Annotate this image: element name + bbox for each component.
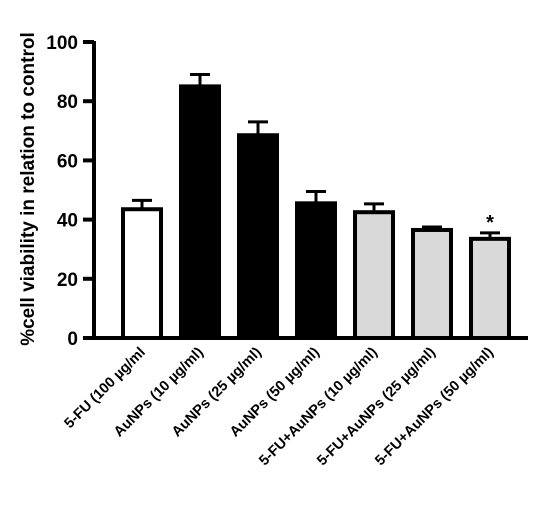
significance-marker: * <box>486 212 494 234</box>
bar <box>179 84 221 341</box>
y-tick-label: 80 <box>57 92 78 113</box>
y-tick-label: 40 <box>57 211 78 232</box>
y-tick-label: 60 <box>57 151 78 172</box>
y-tick-label: 100 <box>46 33 78 54</box>
x-tick-label: 5-FU+AuNPs (25 µg/ml) <box>314 344 439 469</box>
y-tick-label: 20 <box>57 270 78 291</box>
x-tick-label: 5-FU+AuNPs (10 µg/ml) <box>256 344 381 469</box>
bar <box>237 133 279 340</box>
x-tick-label: 5-FU+AuNPs (50 µg/ml) <box>372 344 497 469</box>
y-axis: 0 20 40 60 80 100 <box>46 33 528 350</box>
bar <box>469 236 511 340</box>
y-axis-title: %cell viability in relation to control <box>18 32 39 346</box>
y-tick-label: 0 <box>67 329 78 350</box>
bar <box>121 207 163 340</box>
bar <box>353 210 395 340</box>
bar <box>411 227 453 341</box>
bars: * <box>121 73 511 341</box>
bar <box>295 201 337 340</box>
